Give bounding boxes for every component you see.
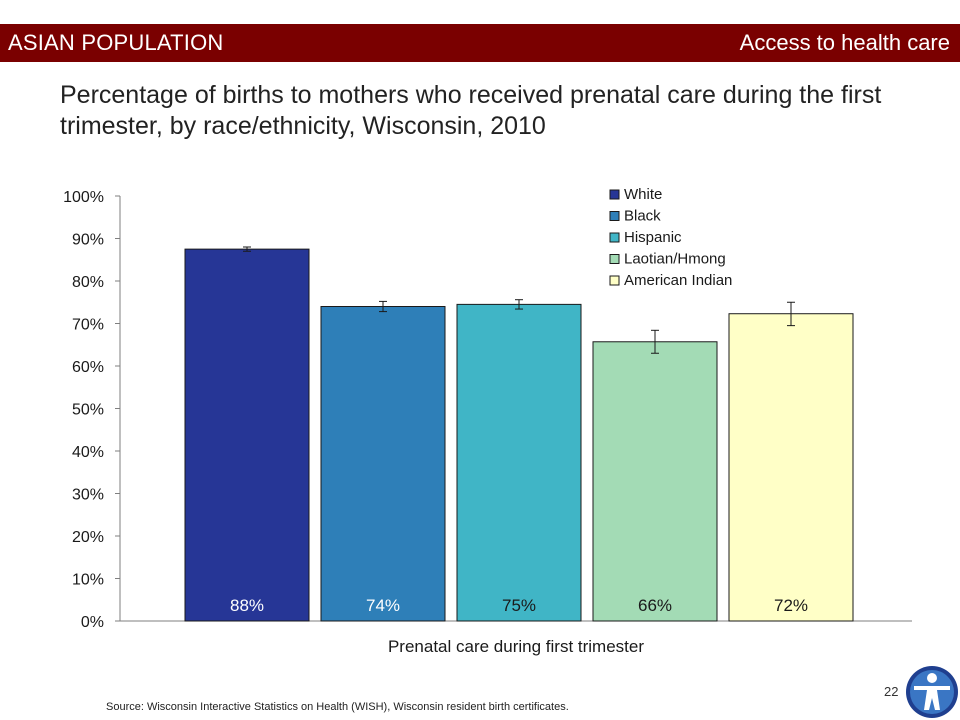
y-tick-label: 10% (72, 572, 104, 589)
x-axis-label: Prenatal care during first trimester (388, 637, 644, 656)
legend-label: American Indian (624, 272, 732, 289)
legend-label: Black (624, 208, 661, 225)
bar-white (184, 248, 310, 622)
topic-label: Access to health care (739, 30, 950, 55)
health-figure-icon (906, 666, 958, 718)
y-tick-label: 0% (81, 614, 104, 631)
y-tick-label: 30% (72, 487, 104, 504)
data-label: 75% (502, 596, 536, 615)
y-tick-label: 50% (72, 402, 104, 419)
bar-laotian-hmong (592, 341, 718, 622)
data-label: 74% (366, 596, 400, 615)
source-note: Source: Wisconsin Interactive Statistics… (106, 701, 569, 713)
y-tick-label: 70% (72, 317, 104, 334)
y-tick-label: 40% (72, 444, 104, 461)
y-tick-label: 60% (72, 359, 104, 376)
chart-title: Percentage of births to mothers who rece… (60, 81, 882, 140)
bar-hispanic (456, 303, 582, 622)
legend-label: White (624, 186, 662, 203)
legend-swatch (609, 211, 620, 221)
data-label: 66% (638, 596, 672, 615)
bar-american-indian (728, 313, 854, 622)
legend-swatch (609, 275, 620, 286)
legend-label: Hispanic (624, 229, 682, 246)
y-tick-label: 20% (72, 529, 104, 546)
y-tick-label: 100% (63, 189, 104, 206)
legend-swatch (609, 254, 620, 264)
data-label: 88% (230, 596, 264, 615)
section-label: ASIAN POPULATION (8, 30, 224, 55)
y-tick-label: 90% (72, 232, 104, 249)
bar-black (320, 306, 446, 622)
header-banner: ASIAN POPULATION Access to health care (0, 24, 960, 62)
legend-swatch (609, 232, 620, 243)
y-tick-label: 80% (72, 274, 104, 291)
page-number: 22 (884, 684, 899, 699)
legend-label: Laotian/Hmong (624, 251, 726, 268)
legend-swatch (609, 189, 620, 200)
data-label: 72% (774, 596, 808, 615)
